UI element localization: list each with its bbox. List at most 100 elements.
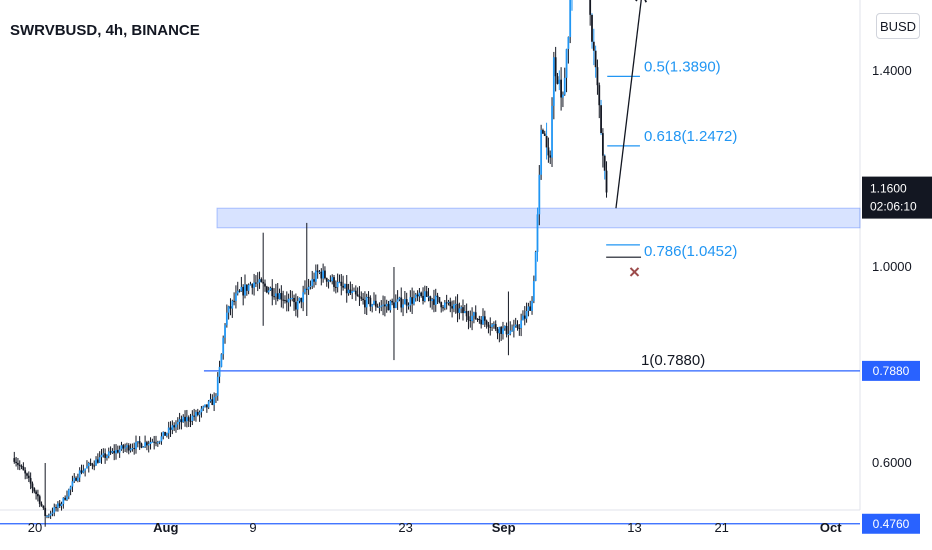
candle-body: [451, 306, 454, 309]
candle-body: [543, 133, 546, 136]
candle-body: [516, 324, 519, 329]
target-arrow-1: [615, 0, 647, 209]
candle-body: [527, 306, 530, 311]
price-tick-label-1: 1.0000: [872, 259, 912, 274]
candle-body: [351, 291, 354, 294]
candle-body: [442, 307, 444, 309]
candle-body: [329, 280, 332, 282]
candle-body: [318, 271, 321, 273]
candle-body: [409, 297, 412, 306]
candle-body: [382, 304, 384, 306]
candle-body: [245, 284, 248, 291]
candle-body: [403, 299, 406, 305]
candle-body: [175, 424, 177, 428]
candle-body: [440, 302, 443, 308]
candle-body: [274, 293, 277, 297]
candle-body: [322, 270, 325, 279]
price-tag-text: 0.4760: [873, 517, 910, 531]
candle-body: [282, 299, 285, 301]
candle-body: [558, 79, 561, 84]
candle-body: [184, 416, 186, 422]
candle-body: [349, 289, 352, 294]
candle-body: [512, 326, 515, 331]
candle-body: [302, 292, 305, 303]
candle-body: [458, 308, 461, 313]
chart-title: SWRVBUSD, 4h, BINANCE: [10, 22, 200, 39]
candle-body: [311, 279, 314, 286]
candle-body: [345, 284, 348, 294]
candle-body: [153, 441, 156, 443]
candle-body: [536, 214, 539, 252]
candle-body: [267, 290, 270, 293]
candle-body: [207, 401, 210, 408]
candle-body: [44, 507, 47, 516]
candle-body: [176, 421, 179, 425]
candle-body: [225, 312, 228, 326]
candle-body: [238, 290, 241, 292]
candle-body: [231, 300, 234, 309]
candle-body: [300, 297, 303, 303]
candle-body: [520, 320, 523, 329]
candle-body: [289, 298, 292, 300]
candle-body: [147, 444, 150, 446]
candle-body: [362, 298, 364, 301]
candle-body: [86, 466, 88, 469]
candle-body: [376, 306, 379, 308]
current-price-countdown: 02:06:10: [870, 200, 917, 214]
candle-body: [478, 318, 481, 320]
time-tick-label-0: 20: [28, 520, 42, 535]
candle-body: [247, 284, 250, 291]
candle-body: [55, 507, 57, 509]
candle-body: [111, 450, 114, 453]
candle-body: [195, 411, 197, 417]
candle-body: [58, 503, 61, 507]
candle-body: [202, 406, 205, 409]
candle-body: [260, 279, 263, 282]
candle-body: [331, 277, 334, 282]
candle-body: [144, 442, 146, 447]
candle-body: [336, 281, 339, 288]
candle-body: [354, 290, 357, 295]
time-tick-label-4: Sep: [492, 520, 516, 535]
candle-body: [95, 459, 97, 466]
candle-body: [369, 297, 372, 307]
candle-body: [262, 281, 265, 284]
candle-body: [307, 286, 310, 290]
candle-body: [389, 300, 392, 311]
candle-body: [66, 496, 68, 500]
candle-body: [423, 291, 426, 302]
candle-body: [80, 470, 83, 473]
candle-body: [507, 333, 510, 335]
candle-body: [69, 486, 72, 490]
candle-body: [505, 326, 508, 335]
candle-body: [64, 497, 67, 500]
candle-body: [344, 284, 346, 288]
candle-body: [496, 329, 499, 334]
candle-body: [383, 304, 386, 307]
candle-body: [220, 354, 223, 367]
candle-body: [551, 105, 553, 158]
candle-body: [469, 320, 472, 322]
candle-body: [502, 328, 504, 334]
candle-body: [118, 449, 121, 453]
time-tick-label-2: 9: [249, 520, 256, 535]
candle-body: [538, 174, 541, 215]
candle-body: [494, 324, 497, 330]
stop-loss-x-icon: [629, 267, 640, 277]
candle-body: [525, 310, 528, 319]
candle-body: [596, 67, 599, 86]
candle-body: [600, 105, 602, 134]
candle-body: [416, 294, 419, 297]
candle-body: [338, 281, 341, 283]
candle-body: [598, 85, 601, 106]
candle-body: [35, 491, 37, 495]
currency-badge[interactable]: BUSD: [876, 13, 920, 39]
candle-body: [102, 453, 105, 455]
candle-body: [42, 505, 45, 508]
candle-body: [591, 14, 593, 42]
candle-body: [305, 288, 308, 290]
candle-body: [514, 324, 517, 327]
candle-body: [127, 445, 130, 451]
candle-body: [447, 301, 450, 303]
